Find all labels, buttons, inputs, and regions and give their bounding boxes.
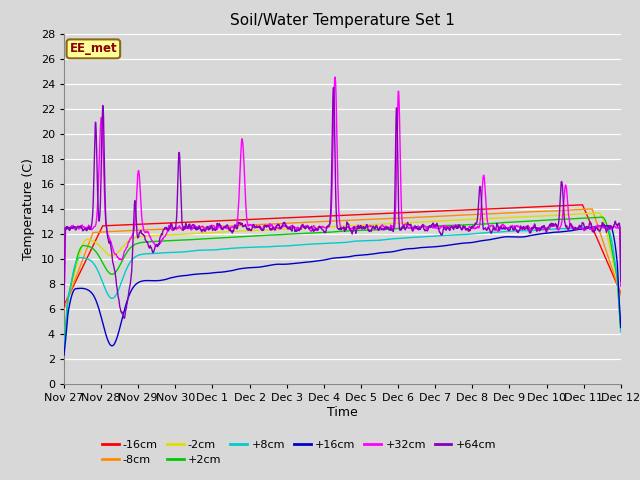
Legend: -16cm, -8cm, -2cm, +2cm, +8cm, +16cm, +32cm, +64cm: -16cm, -8cm, -2cm, +2cm, +8cm, +16cm, +3… (97, 435, 500, 469)
Title: Soil/Water Temperature Set 1: Soil/Water Temperature Set 1 (230, 13, 455, 28)
Y-axis label: Temperature (C): Temperature (C) (22, 158, 35, 260)
Text: EE_met: EE_met (70, 42, 117, 55)
X-axis label: Time: Time (327, 406, 358, 419)
